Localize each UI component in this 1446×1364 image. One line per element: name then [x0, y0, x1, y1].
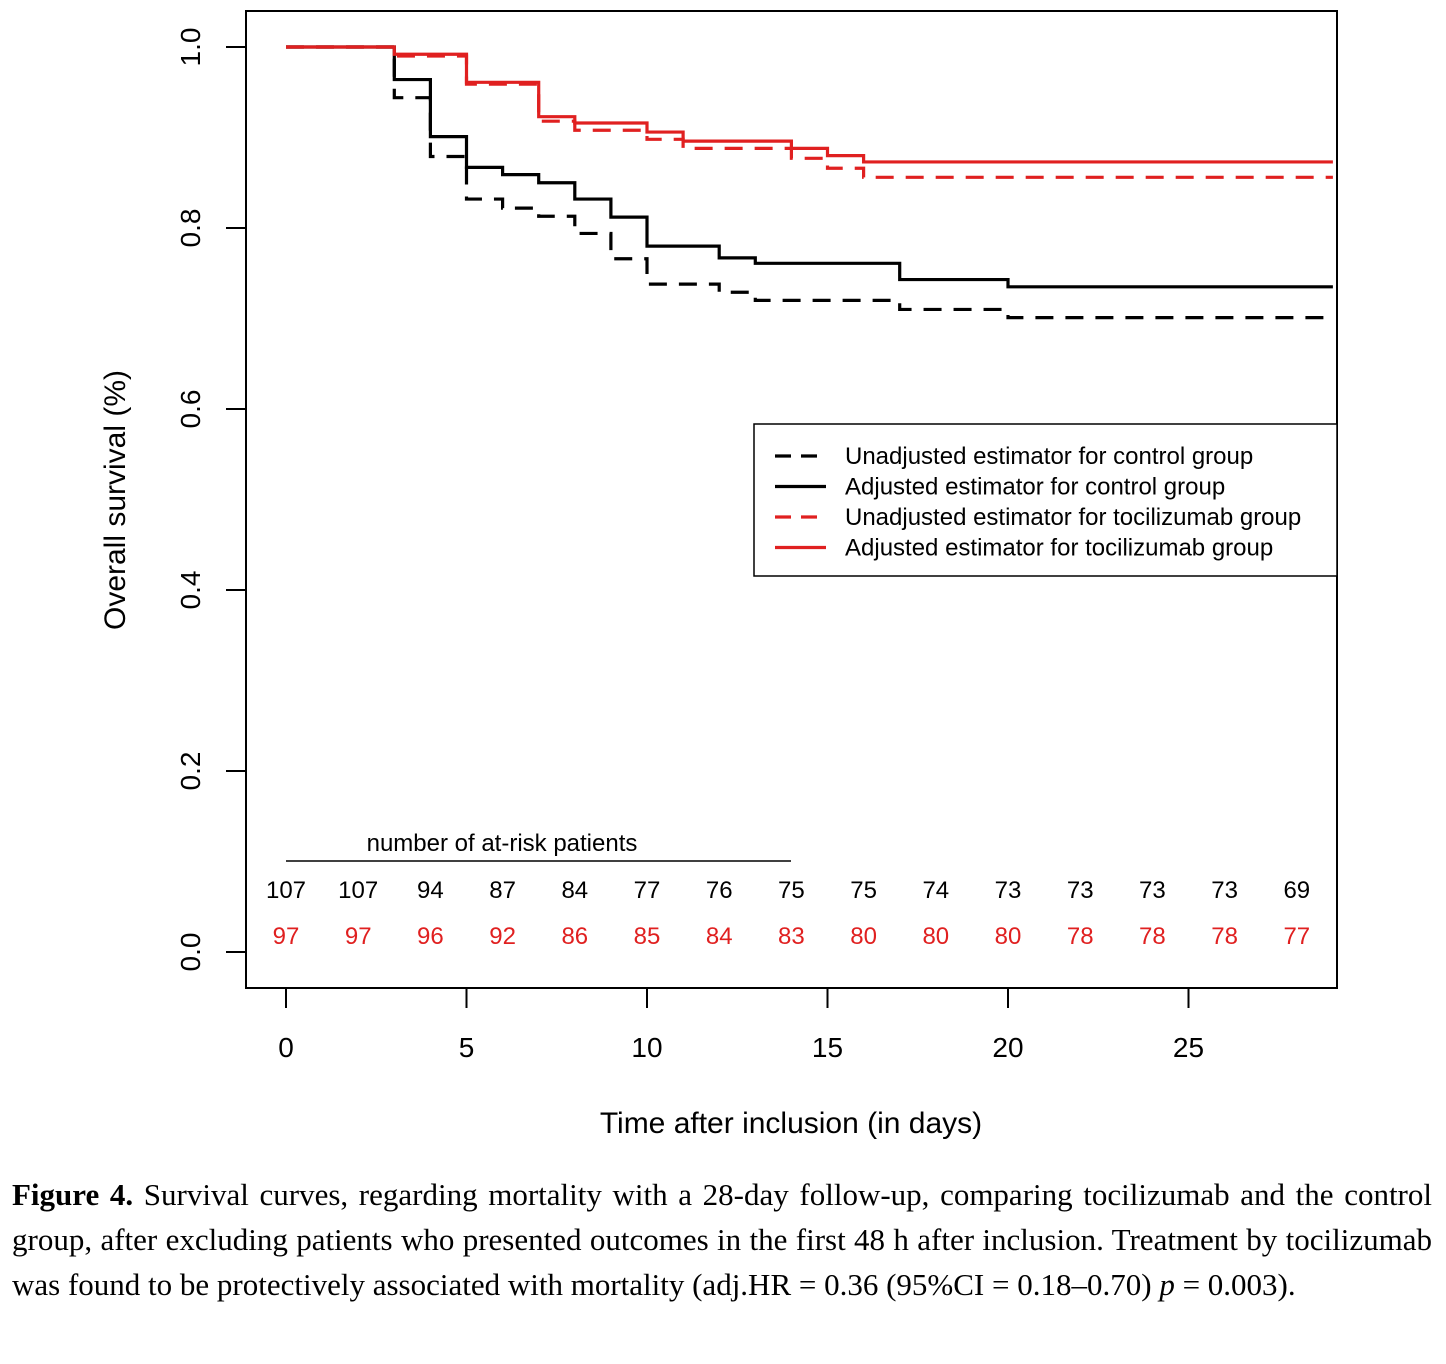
y-axis-title: Overall survival (%) [99, 370, 132, 630]
at-risk-tocilizumab-count: 97 [345, 923, 372, 950]
at-risk-tocilizumab-count: 78 [1067, 923, 1094, 950]
y-tick-label: 0.4 [175, 571, 206, 610]
at-risk-control-count: 76 [706, 877, 733, 904]
figure-caption: Figure 4. Survival curves, regarding mor… [12, 1172, 1432, 1307]
caption-label: Figure 4. [12, 1177, 134, 1212]
at-risk-control-count: 87 [489, 877, 516, 904]
at-risk-control-count: 73 [995, 877, 1022, 904]
survival-curves [286, 45, 1333, 320]
at-risk-tocilizumab-count: 80 [922, 923, 949, 950]
at-risk-tocilizumab-count: 92 [489, 923, 516, 950]
at-risk-tocilizumab-count: 96 [417, 923, 444, 950]
curve-series-4 [286, 45, 1333, 164]
legend-label-2: Adjusted estimator for control group [845, 474, 1225, 501]
legend-label-4: Adjusted estimator for tocilizumab group [845, 535, 1273, 562]
at-risk-tocilizumab-count: 77 [1283, 923, 1310, 950]
y-tick-label: 0.6 [175, 390, 206, 429]
legend-box [753, 423, 1338, 577]
at-risk-tocilizumab-count: 84 [706, 923, 733, 950]
at-risk-control-count: 69 [1283, 877, 1310, 904]
curve-series-3 [286, 45, 1333, 179]
at-risk-tocilizumab-count: 86 [561, 923, 588, 950]
at-risk-table: number of at-risk patients 107 97 107 97 94 96… [266, 830, 1310, 950]
caption-text: Survival curves, regarding mortality wit… [12, 1177, 1432, 1302]
at-risk-control-count: 73 [1067, 877, 1094, 904]
at-risk-control-count: 75 [778, 877, 805, 904]
y-tick-label: 0.0 [175, 933, 206, 972]
at-risk-control-count: 75 [850, 877, 877, 904]
caption-text-end: = 0.003). [1174, 1267, 1296, 1302]
curve-series-1 [286, 45, 1333, 320]
at-risk-title: number of at-risk patients [367, 830, 638, 857]
x-tick-label: 15 [812, 1032, 843, 1063]
x-tick-label: 0 [278, 1032, 294, 1063]
at-risk-control-count: 77 [634, 877, 661, 904]
at-risk-control-count: 74 [922, 877, 949, 904]
survival-chart: 0 5 10 15 20 25 0.0 0.2 0.4 0.6 0.8 1.0 number of a… [99, 10, 1338, 1140]
at-risk-control-count: 73 [1211, 877, 1238, 904]
at-risk-tocilizumab-count: 85 [634, 923, 661, 950]
at-risk-control-count: 84 [561, 877, 588, 904]
x-tick-label: 5 [459, 1032, 475, 1063]
at-risk-control-count: 107 [266, 877, 306, 904]
y-tick-label: 0.2 [175, 752, 206, 791]
at-risk-control-count: 94 [417, 877, 444, 904]
legend: Unadjusted estimator for control group Ad… [753, 423, 1338, 577]
at-risk-tocilizumab-count: 83 [778, 923, 805, 950]
at-risk-tocilizumab-count: 97 [273, 923, 300, 950]
at-risk-tocilizumab-count: 78 [1139, 923, 1166, 950]
y-tick-label: 0.8 [175, 209, 206, 248]
legend-label-1: Unadjusted estimator for control group [845, 443, 1253, 470]
y-tick-label: 1.0 [175, 28, 206, 67]
at-risk-control-count: 73 [1139, 877, 1166, 904]
axes: 0 5 10 15 20 25 0.0 0.2 0.4 0.6 0.8 1.0 [175, 28, 1204, 1063]
at-risk-control-count: 107 [338, 877, 378, 904]
caption-p-symbol: p [1159, 1267, 1175, 1302]
at-risk-tocilizumab-count: 80 [850, 923, 877, 950]
x-tick-label: 25 [1173, 1032, 1204, 1063]
legend-label-3: Unadjusted estimator for tocilizumab gro… [845, 504, 1301, 531]
x-tick-label: 10 [631, 1032, 662, 1063]
x-axis-title: Time after inclusion (in days) [600, 1107, 982, 1140]
curve-series-2 [286, 45, 1333, 289]
at-risk-tocilizumab-count: 78 [1211, 923, 1238, 950]
at-risk-tocilizumab-count: 80 [995, 923, 1022, 950]
x-tick-label: 20 [992, 1032, 1023, 1063]
